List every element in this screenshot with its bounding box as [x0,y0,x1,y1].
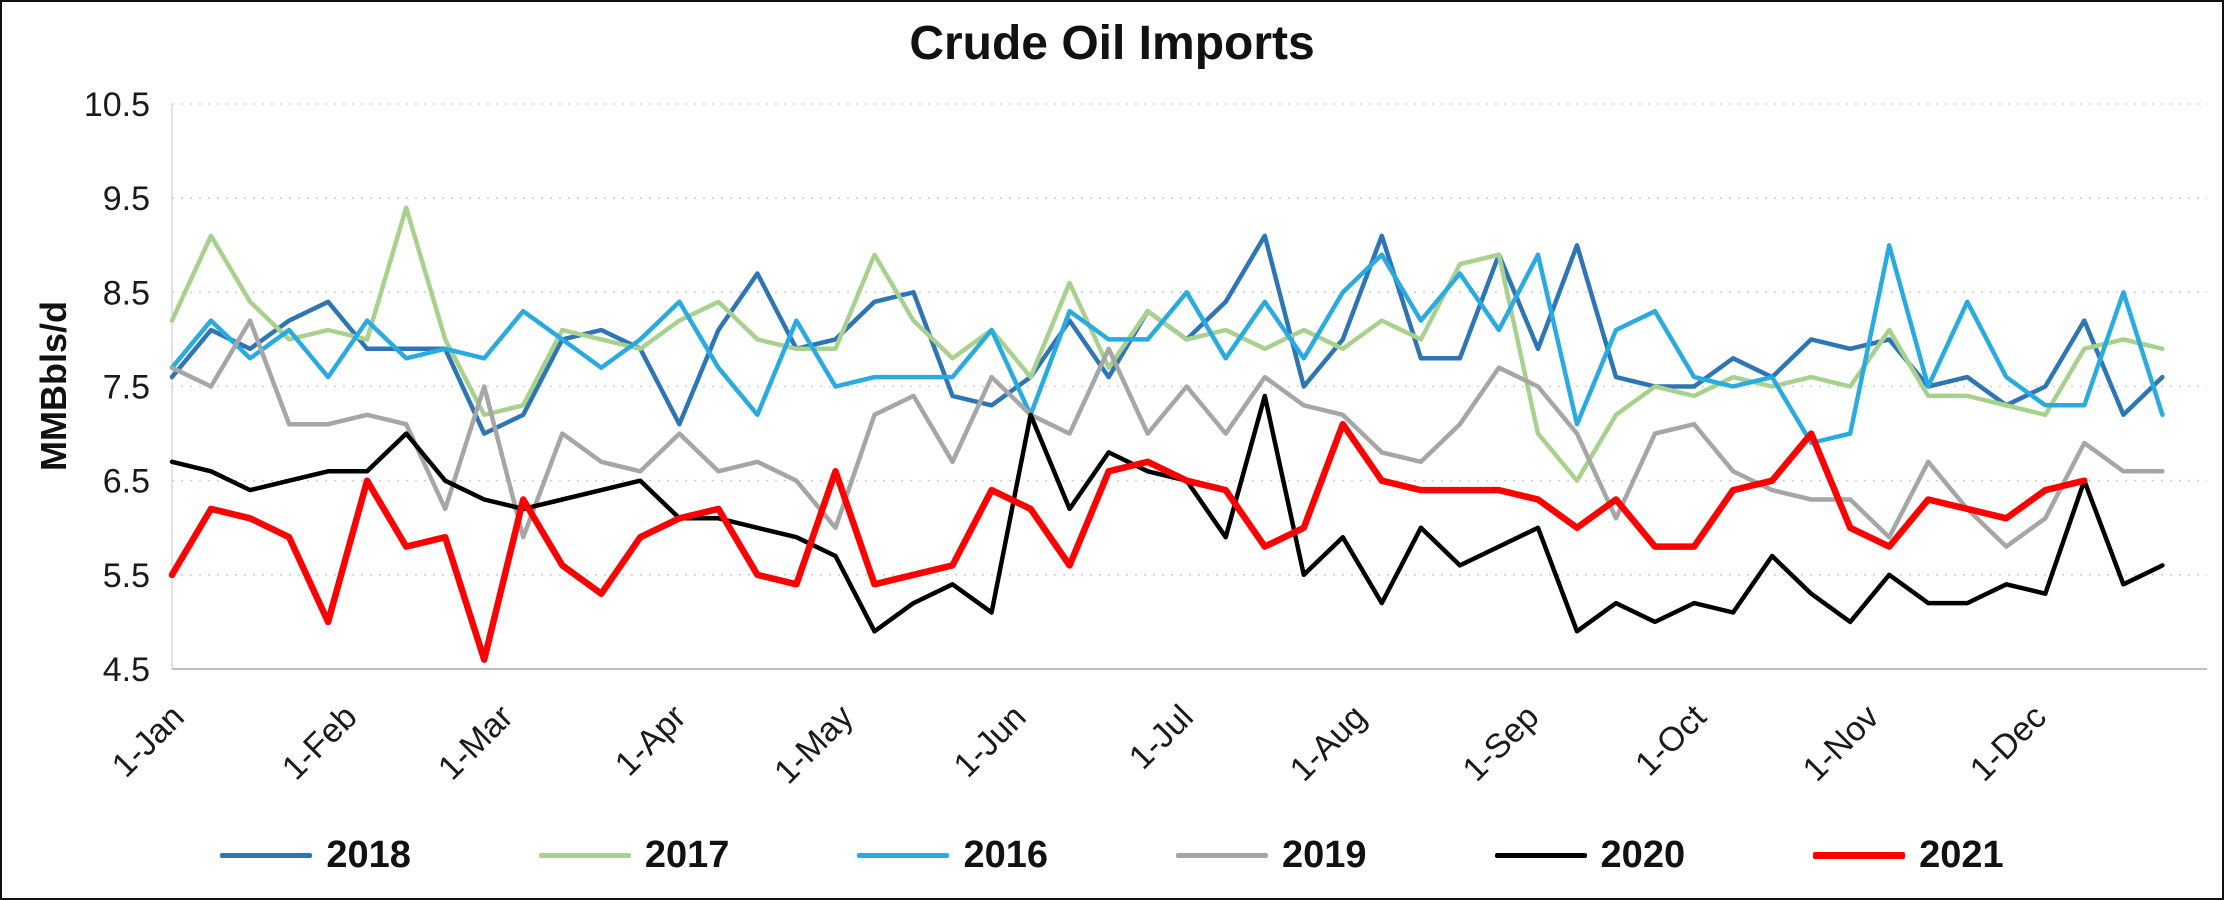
y-tick-label: 7.5 [103,369,150,407]
legend-swatch-2017 [538,853,631,858]
x-tick-label: 1-Nov [1796,698,1887,789]
x-tick-label: 1-Jul [1122,698,1201,777]
legend-item-2016: 2016 [857,834,1048,877]
x-tick-label: 1-May [767,698,861,792]
series-line-2021 [168,420,2088,663]
legend-item-2020: 2020 [1494,834,1686,877]
x-tick-label: 1-Aug [1283,698,1374,789]
legend-swatch-2018 [220,853,313,858]
chart-title: Crude Oil Imports [909,17,1315,70]
legend-label-2017: 2017 [644,834,730,876]
x-tick-label: 1-Dec [1963,698,2054,789]
x-tick-label: 1-Jan [105,698,192,785]
legend-label-2018: 2018 [326,834,411,876]
y-tick-label: 10.5 [84,86,150,124]
legend-item-2018: 2018 [220,834,411,877]
x-tick-label: 1-Mar [431,698,521,788]
legend-swatch-2016 [857,853,950,858]
y-tick-label: 5.5 [103,557,150,595]
legend-label-2019: 2019 [1282,834,1367,876]
y-tick-label: 8.5 [103,274,150,312]
legend-swatch-2021 [1813,852,1906,859]
x-tick-label: 1-Apr [608,698,694,784]
x-tick-label: 1-Jun [947,698,1034,785]
legend-item-2021: 2021 [1813,834,2004,877]
legend-label-2016: 2016 [963,834,1048,876]
legend-label-2020: 2020 [1600,834,1686,876]
x-tick-label: 1-Sep [1455,698,1546,789]
x-tick-label: 1-Feb [275,698,365,788]
x-tick-label: 1-Oct [1628,697,1714,783]
y-tick-label: 6.5 [103,463,150,501]
y-tick-label: 4.5 [103,651,150,689]
legend-item-2019: 2019 [1176,834,1367,877]
legend: 2018 2017 2016 2019 2020 2021 [2,834,2222,877]
y-tick-label: 9.5 [103,180,150,218]
series-line-2016 [169,243,2165,446]
legend-label-2021: 2021 [1919,834,2004,876]
legend-item-2017: 2017 [538,834,730,877]
series-line-2017 [169,205,2165,483]
series-line-2020 [169,393,2165,634]
legend-swatch-2019 [1176,853,1268,858]
legend-swatch-2020 [1494,853,1587,858]
series-line-2018 [169,233,2165,436]
series-line-2019 [169,318,2165,549]
